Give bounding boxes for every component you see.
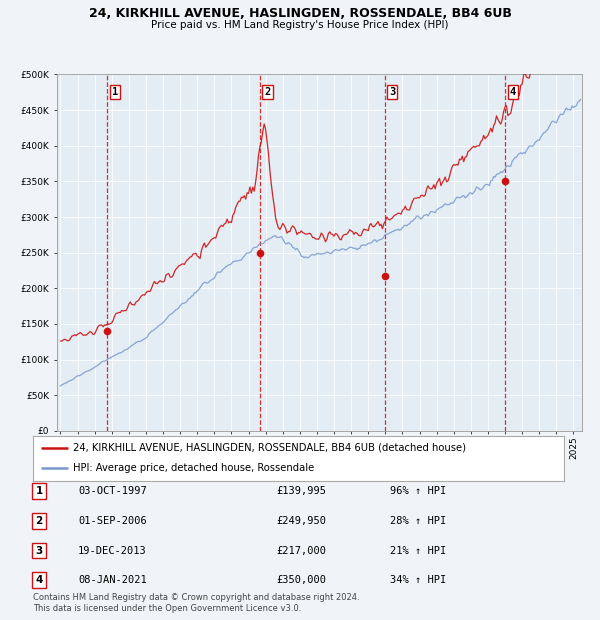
Text: £217,000: £217,000 [276, 546, 326, 556]
Text: 3: 3 [35, 546, 43, 556]
Text: 24, KIRKHILL AVENUE, HASLINGDEN, ROSSENDALE, BB4 6UB (detached house): 24, KIRKHILL AVENUE, HASLINGDEN, ROSSEND… [73, 443, 466, 453]
Text: £249,950: £249,950 [276, 516, 326, 526]
Text: 19-DEC-2013: 19-DEC-2013 [78, 546, 147, 556]
Text: 24, KIRKHILL AVENUE, HASLINGDEN, ROSSENDALE, BB4 6UB: 24, KIRKHILL AVENUE, HASLINGDEN, ROSSEND… [89, 7, 511, 20]
Text: 1: 1 [112, 87, 118, 97]
Text: £350,000: £350,000 [276, 575, 326, 585]
Text: HPI: Average price, detached house, Rossendale: HPI: Average price, detached house, Ross… [73, 463, 314, 474]
Text: 4: 4 [509, 87, 516, 97]
Text: £139,995: £139,995 [276, 486, 326, 496]
Text: Contains HM Land Registry data © Crown copyright and database right 2024.
This d: Contains HM Land Registry data © Crown c… [33, 593, 359, 613]
Text: 4: 4 [35, 575, 43, 585]
Text: 21% ↑ HPI: 21% ↑ HPI [390, 546, 446, 556]
Text: 01-SEP-2006: 01-SEP-2006 [78, 516, 147, 526]
Text: 3: 3 [389, 87, 395, 97]
Text: 2: 2 [264, 87, 271, 97]
Text: Price paid vs. HM Land Registry's House Price Index (HPI): Price paid vs. HM Land Registry's House … [151, 20, 449, 30]
Text: 34% ↑ HPI: 34% ↑ HPI [390, 575, 446, 585]
Text: 1: 1 [35, 486, 43, 496]
Text: 08-JAN-2021: 08-JAN-2021 [78, 575, 147, 585]
Text: 28% ↑ HPI: 28% ↑ HPI [390, 516, 446, 526]
Text: 96% ↑ HPI: 96% ↑ HPI [390, 486, 446, 496]
Text: 2: 2 [35, 516, 43, 526]
Text: 03-OCT-1997: 03-OCT-1997 [78, 486, 147, 496]
